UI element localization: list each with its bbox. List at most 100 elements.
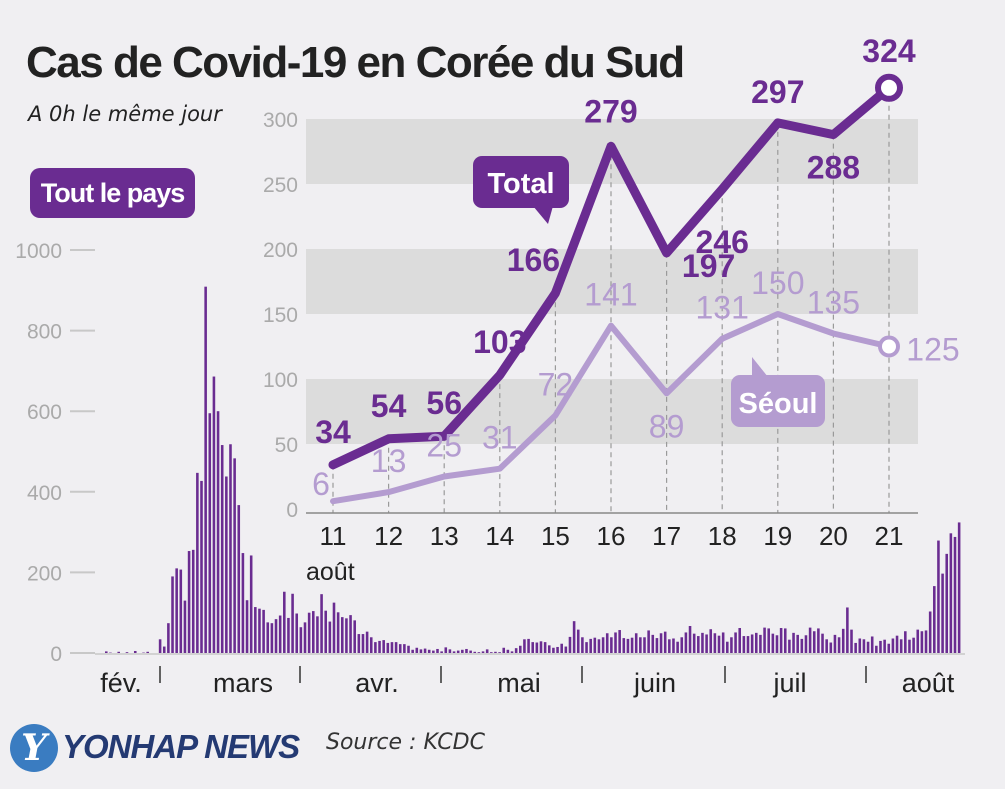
chart-subtitle: A 0h le même jour — [28, 102, 222, 126]
bar-national-day — [928, 611, 932, 653]
yonhap-logo-icon: Y — [10, 724, 58, 772]
bar-national-day — [655, 638, 659, 653]
legend-seoul-label: Séoul — [739, 388, 818, 420]
bar-national-day — [957, 522, 961, 653]
bar-national-day — [117, 651, 120, 653]
bar-national-day — [531, 642, 534, 653]
bar-national-day — [498, 652, 501, 653]
bar-national-day — [854, 642, 857, 653]
bar-month-label: juil — [772, 668, 806, 698]
line-y-tick-label: 250 — [263, 174, 298, 197]
bar-national-day — [908, 639, 911, 653]
bar-national-day — [767, 628, 770, 653]
yonhap-logo-text: YONHAP NEWS — [62, 728, 300, 765]
bar-national-day — [808, 627, 812, 653]
bar-national-day — [746, 636, 750, 653]
legend-total-pointer — [533, 206, 553, 224]
bar-y-tick-label: 600 — [27, 401, 62, 424]
bar-month-label: avr. — [355, 668, 399, 698]
data-label-total: 56 — [426, 385, 462, 421]
bar-national-day — [730, 637, 733, 653]
data-label-total: 34 — [315, 414, 351, 450]
bar-national-day — [361, 634, 365, 653]
data-label-total: 197 — [682, 248, 735, 284]
bar-national-day — [634, 633, 638, 653]
bar-national-day — [340, 617, 344, 653]
bar-national-day — [622, 638, 626, 653]
bar-national-day — [237, 505, 241, 653]
bar-national-day — [485, 649, 489, 653]
bar-national-day — [626, 638, 630, 653]
bar-national-day — [891, 638, 895, 653]
bar-national-day — [461, 649, 464, 653]
bar-national-day — [241, 553, 245, 653]
bar-national-day — [589, 638, 592, 653]
marker-total-end — [875, 73, 903, 102]
bar-national-day — [212, 376, 216, 653]
bar-national-day — [937, 540, 940, 653]
line-x-tick-label: 11 — [320, 521, 347, 551]
bar-national-day — [904, 631, 907, 653]
bar-national-day — [924, 630, 928, 653]
bar-national-day — [680, 637, 684, 653]
bar-national-day — [788, 639, 791, 653]
bar-national-day — [258, 608, 261, 653]
bar-national-day — [581, 637, 584, 653]
bar-national-day — [266, 622, 270, 653]
bar-national-day — [415, 647, 419, 653]
bar-national-day — [692, 633, 696, 653]
bar-national-day — [283, 591, 286, 653]
bar-national-day — [676, 641, 679, 653]
line-x-tick-label: 12 — [374, 521, 403, 551]
bar-national-day — [510, 651, 514, 653]
bar-national-day — [879, 640, 882, 653]
bar-national-day — [547, 645, 551, 653]
bar-national-day — [162, 646, 166, 653]
bar-national-day — [312, 611, 315, 653]
daily-line-chart: 0 50 100 150 200 250 300 11 12 13 14 15 16 17 18 19 20 21… — [255, 33, 960, 586]
bar-national-day — [593, 637, 597, 653]
bar-national-day — [560, 643, 563, 653]
bar-y-tick-label: 400 — [27, 482, 62, 505]
bar-national-day — [858, 638, 862, 653]
bar-national-day — [920, 631, 924, 653]
bar-national-day — [502, 647, 506, 653]
line-x-tick-label: 21 — [875, 521, 904, 551]
bar-national-day — [490, 652, 493, 653]
bar-national-day — [759, 634, 762, 653]
line-y-tick-label: 50 — [275, 434, 298, 457]
bar-y-tick-label: 800 — [27, 321, 62, 344]
bar-month-label: août — [902, 668, 955, 698]
bar-national-day — [933, 586, 936, 653]
bar-national-day — [444, 647, 448, 653]
legend-total-box — [473, 156, 569, 208]
bar-national-day — [647, 630, 650, 653]
bar-national-day — [705, 634, 708, 653]
bar-national-day — [543, 642, 547, 653]
bar-national-day — [668, 639, 671, 653]
bar-national-day — [307, 612, 311, 653]
data-label-total: 166 — [507, 242, 560, 278]
bar-national-day — [539, 641, 543, 653]
line-x-axis-label: août — [306, 558, 355, 586]
bar-national-day — [945, 553, 949, 653]
bar-national-day — [709, 629, 713, 653]
bar-national-day — [274, 619, 278, 653]
line-x-tick-label: 19 — [763, 521, 792, 551]
bar-national-day — [456, 650, 460, 653]
data-label-seoul: 31 — [482, 420, 518, 456]
chart-title: Cas de Covid-19 en Corée du Sud — [26, 38, 685, 87]
line-x-tick-label: 18 — [708, 521, 737, 551]
bar-national-day — [465, 648, 468, 653]
bar-national-day — [386, 642, 390, 653]
bar-national-day — [233, 458, 236, 653]
bar-national-day — [382, 640, 385, 653]
bar-national-day — [105, 651, 108, 653]
data-label-total: 103 — [473, 324, 526, 360]
data-label-total: 288 — [807, 150, 860, 186]
bar-national-day — [191, 549, 195, 653]
data-label-total: 297 — [751, 74, 804, 110]
bar-national-day — [171, 576, 174, 653]
bar-national-day — [452, 651, 456, 653]
